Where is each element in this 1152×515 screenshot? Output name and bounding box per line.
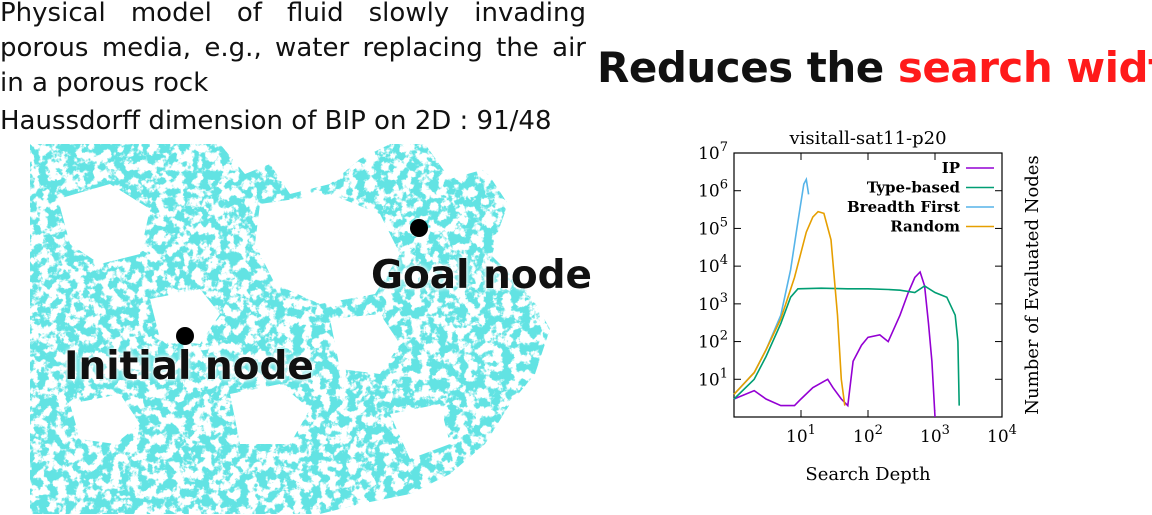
y-tick-label: 107 (698, 140, 728, 164)
x-tick-label: 102 (853, 423, 883, 447)
y-tick-label: 105 (698, 215, 728, 239)
y-tick-label: 103 (698, 291, 728, 315)
legend-label-random: Random (890, 218, 960, 236)
y-tick-label: 106 (698, 178, 728, 202)
y-tick-label: 104 (698, 253, 728, 277)
legend-label-type-based: Type-based (867, 179, 961, 197)
chart-title: visitall-sat11-p20 (788, 128, 946, 149)
legend-label-ip: IP (942, 159, 960, 177)
initial-node-label: Initial node (64, 344, 314, 389)
goal-node-label: Goal node (371, 253, 592, 298)
x-tick-label: 104 (987, 423, 1017, 447)
hausdorff-dimension: Haussdorff dimension of BIP on 2D : 91/4… (0, 106, 552, 136)
series-line-type-based (733, 284, 960, 406)
series-line-ip (733, 270, 936, 418)
series-lines (733, 176, 960, 418)
initial-node-dot (176, 327, 194, 345)
series-line-breadth-first (733, 176, 810, 395)
goal-node-dot (410, 219, 428, 237)
series-line-random (733, 210, 846, 406)
headline-prefix: Reduces the (597, 43, 898, 92)
x-tick-label: 103 (920, 423, 950, 447)
x-axis-label: Search Depth (805, 464, 931, 485)
x-axis-ticks: 101 102 103 104 (786, 153, 1017, 447)
description: Physical model of fluid slowly invading … (0, 0, 586, 101)
percolation-cluster (30, 144, 552, 514)
y-axis-ticks: 101 102 103 104 105 106 107 (698, 140, 1002, 390)
legend-label-breadth-first: Breadth First (847, 198, 960, 216)
x-tick-label: 101 (786, 423, 816, 447)
description-text: Physical model of fluid slowly invading … (0, 0, 586, 98)
headline: Reduces the search width (597, 43, 1152, 92)
evaluated-nodes-chart: visitall-sat11-p20 101 102 103 104 10110210… (698, 128, 1043, 485)
y-axis-label: Number of Evaluated Nodes (1022, 155, 1043, 414)
y-tick-label: 102 (698, 329, 728, 353)
headline-highlight: search width (897, 43, 1152, 92)
y-tick-label: 101 (698, 366, 728, 390)
